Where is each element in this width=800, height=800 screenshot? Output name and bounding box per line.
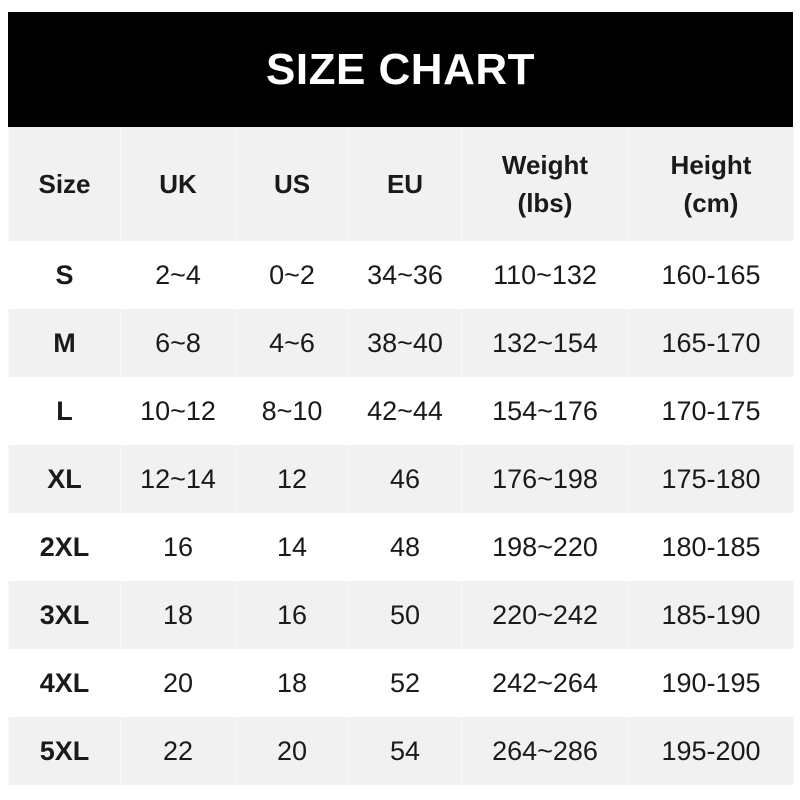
cell-us: 0~2 (235, 241, 349, 309)
cell-eu: 42~44 (348, 377, 462, 445)
table-row: 2XL 16 14 48 198~220 180-185 (8, 513, 794, 581)
table-row: 4XL 20 18 52 242~264 190-195 (8, 649, 794, 717)
cell-us: 12 (235, 445, 349, 513)
cell-weight: 198~220 (461, 513, 629, 581)
cell-us: 14 (235, 513, 349, 581)
cell-weight: 220~242 (461, 581, 629, 649)
cell-eu: 48 (348, 513, 462, 581)
cell-eu: 54 (348, 717, 462, 785)
size-chart-table: Size UK US EU Weight (lbs) Height (cm) S 2~4 0~… (8, 127, 794, 785)
column-header-height: Height (cm) (628, 127, 794, 241)
header-row: Size UK US EU Weight (lbs) Height (cm) (8, 127, 794, 241)
cell-uk: 12~14 (120, 445, 236, 513)
cell-size: 4XL (8, 649, 121, 717)
cell-weight: 176~198 (461, 445, 629, 513)
cell-height: 190-195 (628, 649, 794, 717)
column-header-weight: Weight (lbs) (461, 127, 629, 241)
cell-height: 180-185 (628, 513, 794, 581)
table-row: 3XL 18 16 50 220~242 185-190 (8, 581, 794, 649)
cell-size: 5XL (8, 717, 121, 785)
cell-uk: 18 (120, 581, 236, 649)
cell-weight: 264~286 (461, 717, 629, 785)
cell-us: 18 (235, 649, 349, 717)
table-row: L 10~12 8~10 42~44 154~176 170-175 (8, 377, 794, 445)
cell-size: XL (8, 445, 121, 513)
cell-size: 3XL (8, 581, 121, 649)
cell-size: 2XL (8, 513, 121, 581)
table-row: M 6~8 4~6 38~40 132~154 165-170 (8, 309, 794, 377)
column-header-size: Size (8, 127, 121, 241)
cell-uk: 10~12 (120, 377, 236, 445)
cell-uk: 22 (120, 717, 236, 785)
cell-eu: 52 (348, 649, 462, 717)
cell-uk: 16 (120, 513, 236, 581)
cell-height: 175-180 (628, 445, 794, 513)
column-header-eu: EU (348, 127, 462, 241)
cell-weight: 242~264 (461, 649, 629, 717)
column-header-us: US (235, 127, 349, 241)
cell-uk: 20 (120, 649, 236, 717)
table-row: XL 12~14 12 46 176~198 175-180 (8, 445, 794, 513)
cell-uk: 6~8 (120, 309, 236, 377)
cell-uk: 2~4 (120, 241, 236, 309)
cell-eu: 38~40 (348, 309, 462, 377)
table-row: S 2~4 0~2 34~36 110~132 160-165 (8, 241, 794, 309)
cell-us: 4~6 (235, 309, 349, 377)
cell-us: 16 (235, 581, 349, 649)
cell-eu: 46 (348, 445, 462, 513)
cell-height: 160-165 (628, 241, 794, 309)
cell-size: S (8, 241, 121, 309)
cell-height: 195-200 (628, 717, 794, 785)
cell-height: 185-190 (628, 581, 794, 649)
cell-height: 170-175 (628, 377, 794, 445)
cell-eu: 50 (348, 581, 462, 649)
cell-weight: 132~154 (461, 309, 629, 377)
cell-height: 165-170 (628, 309, 794, 377)
cell-us: 8~10 (235, 377, 349, 445)
cell-size: L (8, 377, 121, 445)
cell-size: M (8, 309, 121, 377)
cell-eu: 34~36 (348, 241, 462, 309)
cell-weight: 154~176 (461, 377, 629, 445)
cell-us: 20 (235, 717, 349, 785)
table-row: 5XL 22 20 54 264~286 195-200 (8, 717, 794, 785)
column-header-uk: UK (120, 127, 236, 241)
page-title: SIZE CHART (8, 12, 793, 127)
cell-weight: 110~132 (461, 241, 629, 309)
